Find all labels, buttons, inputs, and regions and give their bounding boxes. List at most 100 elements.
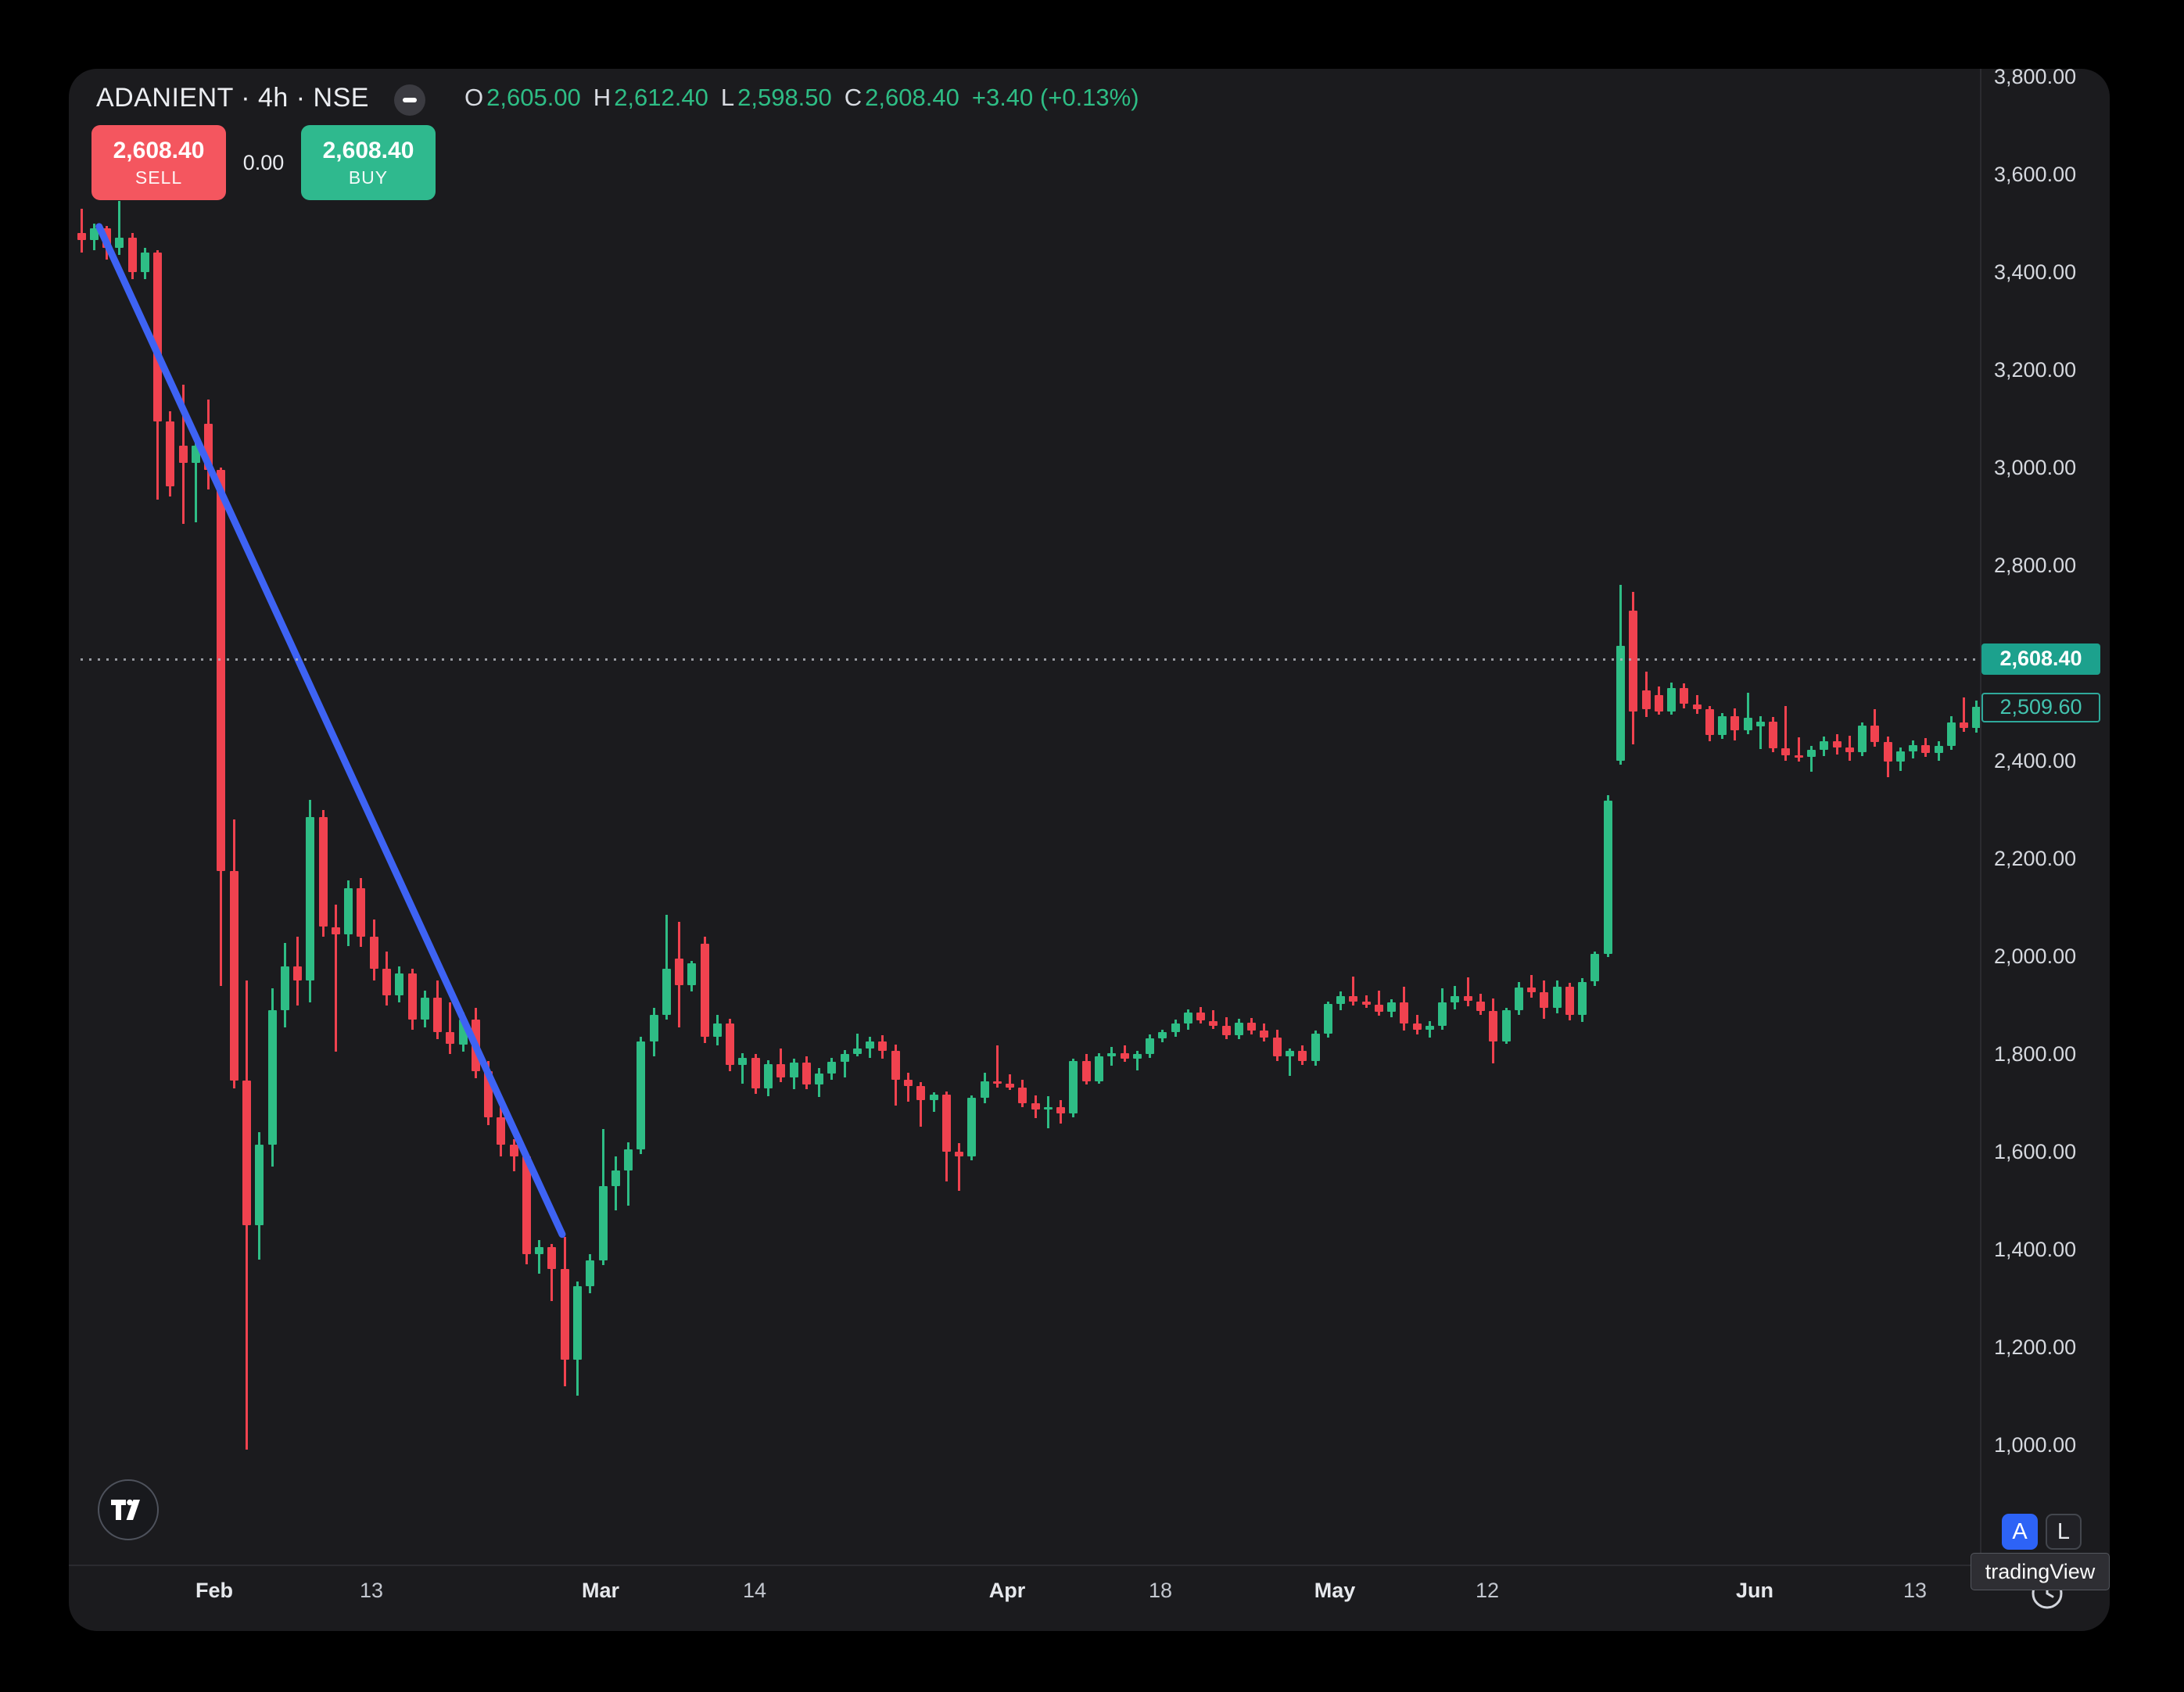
candle [267, 1009, 277, 1145]
candle [675, 959, 684, 986]
candle [331, 927, 340, 934]
candle-wick [1746, 693, 1749, 734]
time-tick-label: 12 [1475, 1579, 1500, 1602]
sell-button[interactable]: 2,608.40 SELL [91, 125, 226, 200]
candle [127, 238, 137, 273]
price-tick-label: 3,400.00 [1994, 260, 2077, 284]
candle [624, 1149, 633, 1170]
candle [1018, 1087, 1027, 1103]
candle [1412, 1023, 1422, 1030]
price-tick-label: 1,200.00 [1994, 1335, 2077, 1359]
candle [547, 1246, 557, 1269]
candle [611, 1170, 620, 1186]
candle [1260, 1031, 1269, 1038]
candle [140, 253, 149, 272]
candle [903, 1079, 913, 1087]
tradingview-tooltip: tradingView [1971, 1553, 2110, 1590]
candle-wick [550, 1243, 554, 1301]
candle [1006, 1083, 1015, 1088]
candle [1883, 742, 1892, 762]
time-tick-label: Mar [581, 1579, 620, 1602]
candle [815, 1074, 823, 1084]
time-tick-label: Feb [195, 1579, 234, 1602]
candle [1909, 745, 1918, 751]
candle [1794, 755, 1803, 758]
candle [1578, 981, 1587, 1015]
candle [586, 1260, 595, 1286]
candle [1349, 996, 1358, 1002]
candle [1387, 1002, 1397, 1013]
candle [1171, 1023, 1180, 1032]
instrument-status-icon[interactable] [394, 84, 425, 116]
candle [1552, 986, 1562, 1008]
trendline[interactable] [69, 69, 1980, 1565]
candle [1451, 995, 1460, 1003]
candle-wick [1352, 977, 1355, 1006]
candle [115, 238, 124, 248]
candle [1374, 1004, 1383, 1013]
candle [484, 1070, 493, 1118]
close-label: C [844, 84, 862, 111]
candle [509, 1144, 518, 1157]
tradingview-logo[interactable] [98, 1479, 159, 1540]
candle [178, 445, 188, 463]
candle [1934, 746, 1943, 754]
price-tick-label: 1,800.00 [1994, 1042, 2077, 1066]
candle [573, 1285, 582, 1360]
buy-button[interactable]: 2,608.40 BUY [301, 125, 436, 200]
candle [598, 1185, 608, 1260]
candle [1438, 1002, 1447, 1026]
candle [1132, 1054, 1142, 1059]
candle [1527, 988, 1537, 993]
candle [980, 1081, 989, 1098]
price-tick-label: 2,800.00 [1994, 554, 2077, 577]
price-tick-label: 2,000.00 [1994, 945, 2077, 968]
candle-wick [920, 1082, 923, 1127]
close-value: 2,608.40 [865, 84, 959, 111]
candle [407, 973, 417, 1020]
candle [242, 1081, 251, 1225]
price-axis[interactable]: 3,800.00 3,600.00 3,400.00 3,200.00 3,000.00… [1980, 69, 2110, 1565]
candle [1094, 1056, 1103, 1081]
chart-plot-area[interactable] [69, 69, 1981, 1565]
candle [217, 470, 226, 871]
candle [369, 937, 378, 969]
candle [204, 423, 213, 471]
candle [1960, 722, 1969, 728]
candle-wick [1009, 1074, 1012, 1091]
time-axis[interactable]: Feb 13 Mar 14 Apr 18 May 12 Jun 13 [69, 1566, 2110, 1631]
candle-wick [855, 1033, 859, 1057]
candle [1845, 747, 1854, 752]
candle-wick [1212, 1009, 1215, 1029]
candle [395, 973, 404, 995]
price-tick-label: 1,000.00 [1994, 1433, 2077, 1457]
candle [102, 228, 111, 248]
candle [738, 1058, 748, 1065]
candle [1158, 1031, 1167, 1038]
candle [166, 421, 175, 486]
candle-wick [1784, 706, 1788, 761]
ohlc-readout: O 2,605.00 H 2,612.40 L 2,598.50 C 2,608.40 … [464, 80, 1139, 116]
candle [1629, 611, 1638, 712]
symbol-title[interactable]: ADANIENT · 4h · NSE [96, 83, 369, 113]
candle [1361, 1001, 1371, 1005]
candle [929, 1094, 938, 1101]
candle [1705, 709, 1714, 735]
candle [1209, 1020, 1218, 1026]
candle-wick [1759, 715, 1762, 749]
candle [802, 1062, 811, 1084]
candle [751, 1058, 760, 1088]
candle [878, 1041, 888, 1052]
candle [1667, 687, 1676, 712]
candle [1120, 1053, 1129, 1059]
candle [866, 1041, 875, 1049]
log-scale-button[interactable]: L [2046, 1514, 2082, 1550]
tradingview-logo-icon [111, 1499, 140, 1520]
auto-scale-button[interactable]: A [2002, 1514, 2038, 1550]
candle [497, 1117, 506, 1145]
candle [1565, 986, 1574, 1016]
candle-wick [1466, 977, 1469, 1006]
candle [89, 228, 99, 241]
candle-wick [1963, 697, 1966, 732]
sell-label: SELL [134, 167, 183, 188]
